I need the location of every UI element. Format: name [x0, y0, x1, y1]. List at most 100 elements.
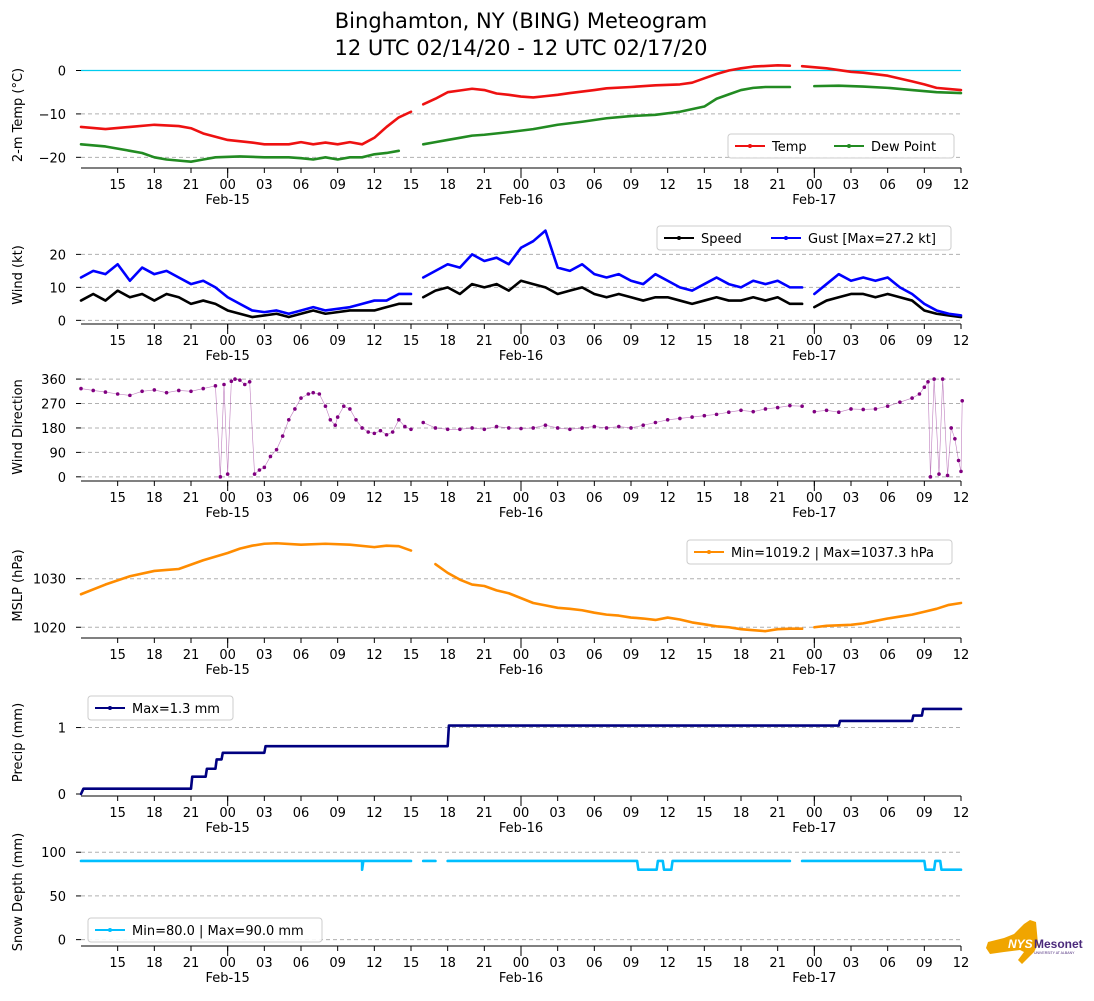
x-tick-label: 18 — [439, 491, 456, 506]
x-tick-label: 21 — [769, 806, 786, 821]
x-tick-label: 21 — [476, 491, 493, 506]
wind-direction-point — [910, 396, 914, 400]
wind-direction-point — [335, 415, 340, 419]
x-tick-label: 06 — [879, 806, 896, 821]
x-tick-label: 03 — [256, 806, 273, 821]
wind-direction-point — [268, 454, 273, 459]
x-tick-label: 03 — [843, 648, 860, 663]
x-tick-label: 15 — [696, 806, 713, 821]
x-tick-label: 18 — [146, 334, 163, 349]
y-tick-label: 270 — [41, 398, 66, 413]
wind-direction-point — [229, 379, 234, 384]
wind-direction-point — [519, 426, 523, 431]
series-line-speed — [79, 289, 413, 319]
x-tick-label: 06 — [293, 806, 310, 821]
wind-direction-point — [378, 428, 383, 433]
y-axis-label: 2-m Temp (°C) — [11, 68, 26, 162]
x-tick-label: 21 — [769, 491, 786, 506]
x-date-label: Feb-15 — [206, 193, 250, 208]
y-tick-label: 1030 — [33, 573, 66, 588]
series-line-min10192 — [813, 601, 963, 629]
x-tick-label: 21 — [769, 648, 786, 663]
x-tick-label: 18 — [439, 806, 456, 821]
wind-direction-point — [702, 413, 707, 418]
wind-direction-point — [714, 412, 719, 417]
x-tick-label: 15 — [109, 491, 126, 506]
wind-direction-point — [140, 389, 144, 394]
wind-direction-point — [604, 426, 609, 430]
y-tick-label: 100 — [41, 846, 66, 861]
y-tick-label: 0 — [58, 314, 66, 329]
x-tick-label: 18 — [439, 648, 456, 663]
series-line-temp — [79, 110, 413, 146]
x-tick-label: 21 — [183, 334, 200, 349]
x-tick-label: 09 — [329, 806, 346, 821]
x-tick-label: 03 — [843, 491, 860, 506]
x-tick-label: 06 — [879, 178, 896, 193]
x-tick-label: 12 — [366, 178, 383, 193]
x-tick-label: 06 — [586, 956, 603, 971]
panel-snow: 0 50 100 Snow Depth (mm) 15 18 21 00 03 06 09 12 15 1… — [11, 833, 969, 986]
wind-direction-point — [280, 434, 285, 438]
y-tick-label: 0 — [58, 471, 66, 486]
wind-direction-point — [653, 420, 658, 425]
legend-marker — [784, 236, 788, 240]
chart-title-line1: Binghamton, NY (BING) Meteogram — [335, 9, 707, 33]
wind-direction-point — [926, 379, 930, 384]
x-tick-label: 12 — [953, 334, 970, 349]
wind-direction-point — [218, 475, 223, 479]
wind-direction-point — [293, 407, 297, 411]
x-tick-label: 03 — [549, 178, 566, 193]
wind-direction-point — [543, 423, 548, 428]
legend-label: Min=1019.2 | Max=1037.3 hPa — [731, 546, 934, 561]
wind-direction-point — [189, 389, 193, 394]
wind-direction-point — [333, 423, 338, 428]
x-tick-label: 09 — [916, 334, 933, 349]
x-tick-label: 03 — [549, 491, 566, 506]
legend-marker — [748, 144, 752, 148]
wind-direction-point — [945, 473, 950, 478]
x-tick-label: 09 — [623, 491, 640, 506]
y-axis-label: Precip (mm) — [11, 703, 26, 782]
wind-direction-point — [960, 398, 965, 403]
x-tick-label: 09 — [916, 956, 933, 971]
x-tick-label: 15 — [696, 956, 713, 971]
x-tick-label: 03 — [256, 334, 273, 349]
x-date-label: Feb-16 — [499, 821, 543, 836]
wind-direction-point — [366, 430, 371, 434]
x-tick-label: 09 — [623, 806, 640, 821]
wind-direction-point — [328, 418, 333, 422]
wind-direction-point — [286, 418, 291, 422]
wind-direction-point — [299, 396, 303, 400]
logo-sub-text: UNIVERSITY AT ALBANY — [1034, 951, 1075, 955]
wind-direction-point — [445, 427, 450, 432]
x-tick-label: 12 — [953, 491, 970, 506]
x-tick-label: 18 — [146, 956, 163, 971]
x-tick-label: 09 — [329, 648, 346, 663]
y-axis-label: MSLP (hPa) — [11, 549, 26, 621]
x-date-label: Feb-16 — [499, 349, 543, 364]
wind-direction-point — [323, 404, 328, 409]
wind-direction-point — [928, 475, 933, 479]
x-tick-label: 21 — [183, 956, 200, 971]
series-line-temp — [421, 64, 792, 106]
x-tick-label: 21 — [476, 806, 493, 821]
x-tick-label: 18 — [733, 491, 750, 506]
wind-direction-point — [409, 427, 413, 432]
x-tick-label: 00 — [513, 334, 530, 349]
x-tick-label: 09 — [623, 648, 640, 663]
x-tick-label: 00 — [806, 648, 823, 663]
x-tick-label: 15 — [109, 956, 126, 971]
y-tick-label: 20 — [49, 248, 66, 263]
x-tick-label: 09 — [623, 956, 640, 971]
x-tick-label: 12 — [659, 648, 676, 663]
x-tick-label: 00 — [806, 334, 823, 349]
wind-direction-point — [213, 384, 218, 388]
series-line-speed — [421, 279, 804, 306]
x-tick-label: 18 — [733, 956, 750, 971]
x-date-label: Feb-16 — [499, 193, 543, 208]
x-tick-label: 18 — [146, 491, 163, 506]
x-date-label: Feb-17 — [792, 663, 836, 678]
legend-marker — [108, 706, 112, 710]
x-tick-label: 03 — [843, 956, 860, 971]
